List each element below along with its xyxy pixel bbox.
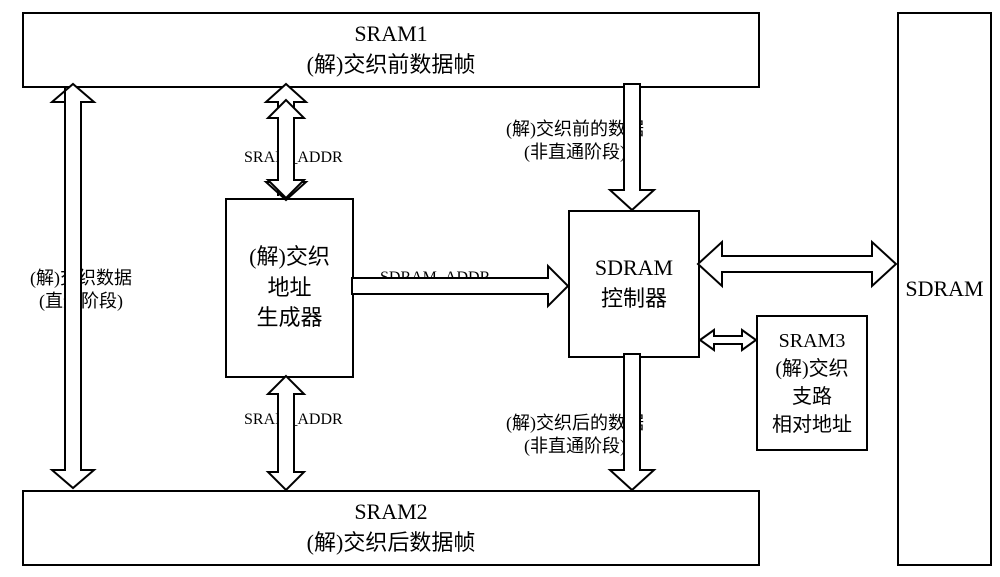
- label-sram-addr-top: SRAM_ADDR: [244, 148, 343, 169]
- sram3-line4: 相对地址: [772, 411, 852, 439]
- addrgen-line3: 生成器: [256, 303, 322, 334]
- diagram-canvas: SRAM1 (解)交织前数据帧 SRAM2 (解)交织后数据帧 (解)交织 地址…: [10, 10, 990, 567]
- sram1-title: SRAM1: [354, 19, 427, 50]
- label-interleave-data-direct: (解)交织数据 (直通阶段): [30, 267, 132, 314]
- sdram-line1: SDRAM: [905, 274, 983, 305]
- arrow-sdramctrl-sdram: [698, 242, 896, 286]
- sram1-box: SRAM1 (解)交织前数据帧: [22, 12, 760, 88]
- label-preinterleave-data: (解)交织前的数据 (非直通阶段): [506, 118, 644, 165]
- label-postinterleave-data: (解)交织后的数据 (非直通阶段): [506, 412, 644, 459]
- sdramctrl-line1: SDRAM: [595, 253, 673, 284]
- sram3-line2: (解)交织: [775, 355, 848, 383]
- addrgen-box: (解)交织 地址 生成器: [225, 198, 354, 378]
- label-sram-addr-bottom: SRAM_ADDR: [244, 410, 343, 431]
- arrow-addrgen-sram1: [266, 84, 306, 200]
- sram2-box: SRAM2 (解)交织后数据帧: [22, 490, 760, 566]
- sram2-subtitle: (解)交织后数据帧: [307, 528, 476, 559]
- arrow-addrgen-sram2-double: [268, 376, 304, 490]
- sram3-line3: 支路: [792, 383, 832, 411]
- sram3-box: SRAM3 (解)交织 支路 相对地址: [756, 315, 868, 451]
- sdram-box: SDRAM: [897, 12, 992, 566]
- sram1-subtitle: (解)交织前数据帧: [307, 50, 476, 81]
- sdramctrl-box: SDRAM 控制器: [568, 210, 700, 358]
- sdramctrl-line2: 控制器: [601, 284, 667, 315]
- addrgen-line1: (解)交织: [249, 242, 330, 273]
- sram2-title: SRAM2: [354, 497, 427, 528]
- arrow-sdramctrl-sram3: [700, 330, 756, 350]
- sram3-line1: SRAM3: [779, 327, 846, 355]
- label-sdram-addr: SDRAM_ADDR: [380, 268, 490, 289]
- arrows-layer: [10, 10, 990, 567]
- addrgen-line2: 地址: [267, 273, 311, 304]
